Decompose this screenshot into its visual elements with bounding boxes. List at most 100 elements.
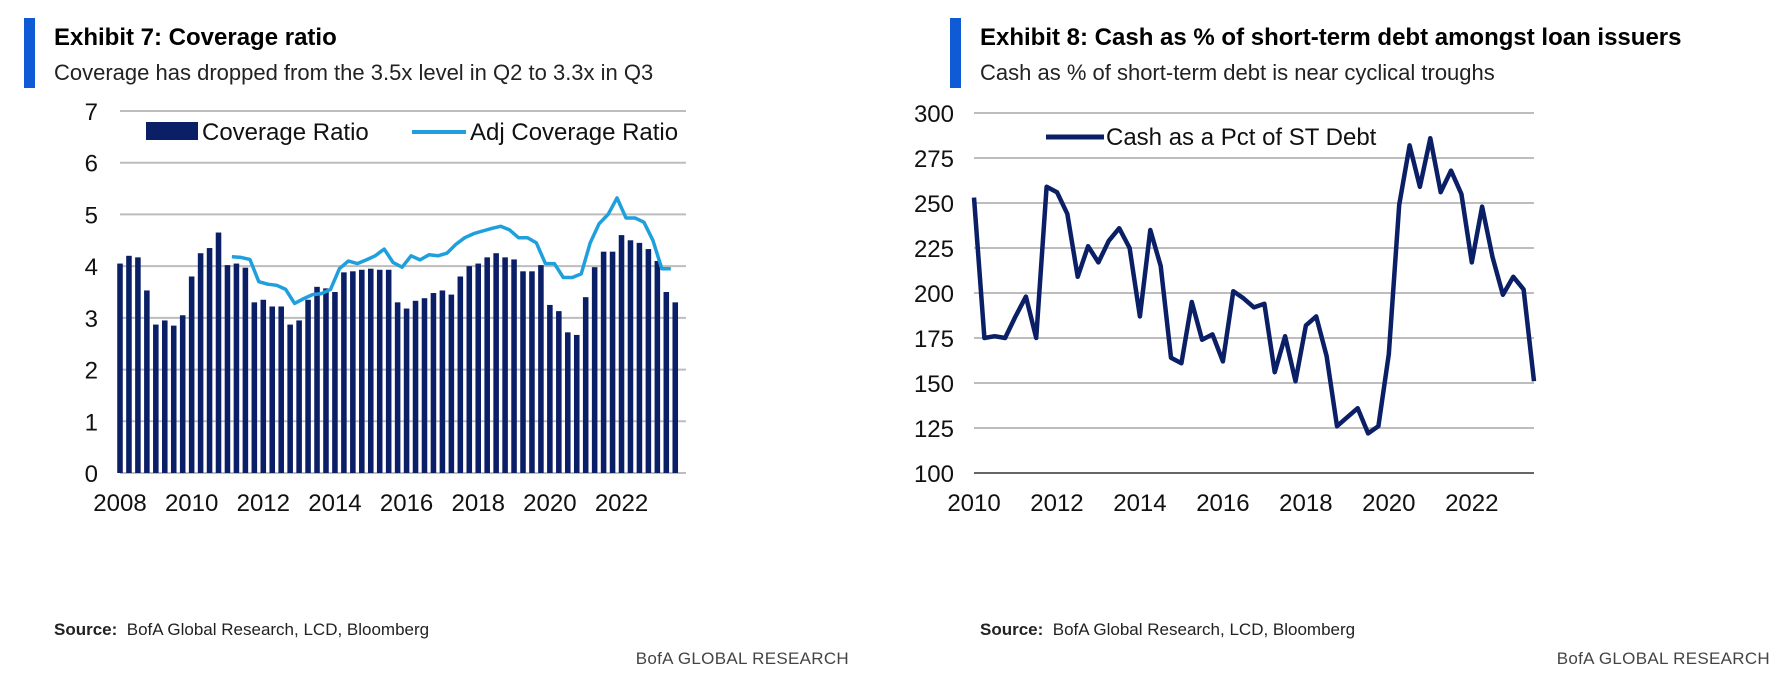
bar	[385, 269, 392, 473]
bar	[332, 292, 338, 473]
coverage-ratio-chart: 0 1 2 3 4 5 6 7 2008 2010 2012 2014 2016 2018 2020 2022…	[85, 99, 686, 517]
bar	[421, 298, 428, 473]
x-tick-label: 2008	[93, 490, 146, 517]
legend-swatch-bar	[146, 122, 198, 140]
bar	[582, 297, 589, 473]
bar	[251, 302, 258, 473]
y-tick-label: 125	[914, 416, 954, 443]
accent-bar	[24, 18, 35, 88]
bar	[233, 263, 240, 473]
bar	[242, 267, 249, 473]
x-tick-label: 2012	[1030, 490, 1083, 517]
y-tick-label: 250	[914, 191, 954, 218]
source-text: BofA Global Research, LCD, Bloomberg	[126, 620, 430, 639]
source-label: Source:	[54, 620, 118, 639]
source-note: Source: BofA Global Research, LCD, Bloom…	[980, 620, 1355, 640]
exhibit-subtitle: Cash as % of short-term debt is near cyc…	[980, 60, 1495, 85]
exhibit-8: Exhibit 8: Cash as % of short-term debt …	[914, 0, 1770, 680]
y-tick-label: 7	[85, 99, 98, 126]
bar	[529, 271, 535, 473]
bar	[645, 249, 652, 473]
bar	[636, 242, 643, 473]
bar	[618, 235, 625, 473]
bar	[475, 263, 482, 473]
y-tick-label: 150	[914, 371, 954, 398]
exhibit-title: Exhibit 8: Cash as % of short-term debt …	[980, 24, 1682, 51]
x-tick-label: 2016	[1196, 490, 1249, 517]
cash-pct-line	[971, 135, 1537, 436]
bar	[457, 276, 464, 473]
bar	[627, 240, 634, 473]
bar	[314, 286, 320, 473]
footer-brand: BofA GLOBAL RESEARCH	[1556, 649, 1770, 668]
y-tick-label: 3	[85, 306, 98, 333]
bar	[197, 253, 204, 473]
bar	[591, 267, 598, 473]
bar	[484, 257, 490, 473]
bar	[135, 257, 141, 473]
bar	[170, 325, 177, 473]
x-tick-label: 2012	[237, 490, 290, 517]
y-tick-label: 1	[85, 409, 98, 436]
exhibit-7: Exhibit 7: Coverage ratio Coverage has d…	[24, 0, 849, 680]
bar	[269, 306, 276, 473]
source-text: BofA Global Research, LCD, Bloomberg	[1052, 620, 1356, 639]
y-tick-label: 175	[914, 326, 954, 353]
bar	[323, 288, 329, 473]
x-tick-label: 2018	[452, 490, 505, 517]
bar	[430, 293, 437, 473]
bar	[287, 324, 293, 473]
x-tick-label: 2022	[1445, 490, 1498, 517]
y-tick-label: 100	[914, 461, 954, 488]
bar	[144, 290, 150, 473]
bar	[663, 292, 670, 473]
bar	[394, 302, 401, 473]
bar	[359, 269, 365, 473]
x-tick-label: 2014	[308, 490, 361, 517]
bar	[260, 299, 267, 473]
bar	[153, 324, 159, 473]
footer-brand: BofA GLOBAL RESEARCH	[635, 649, 849, 668]
bar	[538, 265, 544, 473]
bar	[403, 308, 410, 473]
bar	[556, 311, 562, 473]
bar	[654, 260, 661, 473]
bar	[672, 302, 679, 473]
x-tick-label: 2020	[523, 490, 576, 517]
bar	[493, 253, 499, 473]
y-tick-label: 6	[85, 151, 98, 178]
bar	[278, 306, 284, 473]
y-tick-label: 0	[85, 461, 98, 488]
bar	[412, 300, 419, 473]
bar	[609, 251, 616, 473]
y-tick-label: 2	[85, 358, 98, 385]
exhibit-title: Exhibit 7: Coverage ratio	[54, 24, 337, 51]
x-tick-label: 2010	[165, 490, 218, 517]
adj-coverage-line	[231, 196, 671, 306]
bar	[376, 269, 383, 473]
y-tick-label: 4	[85, 254, 98, 281]
y-tick-label: 225	[914, 236, 954, 263]
bar	[179, 315, 186, 473]
bar	[565, 332, 571, 473]
source-label: Source:	[980, 620, 1044, 639]
legend-label: Adj Coverage Ratio	[470, 119, 678, 146]
x-tick-label: 2010	[947, 490, 1000, 517]
x-tick-label: 2022	[595, 490, 648, 517]
bar	[367, 268, 374, 473]
x-tick-label: 2018	[1279, 490, 1332, 517]
legend-label: Cash as a Pct of ST Debt	[1106, 124, 1377, 151]
bar	[296, 320, 302, 473]
exhibit-subtitle: Coverage has dropped from the 3.5x level…	[54, 60, 654, 85]
bar	[126, 255, 132, 473]
legend-label: Coverage Ratio	[202, 119, 369, 146]
bar	[600, 251, 607, 473]
bar	[547, 304, 553, 473]
y-tick-label: 200	[914, 281, 954, 308]
x-tick-label: 2014	[1113, 490, 1166, 517]
cash-pct-st-debt-chart: 100 125 150 175 200 225 250 275 300 2010 2012 2014 2…	[914, 101, 1537, 517]
y-tick-label: 5	[85, 202, 98, 229]
bar	[511, 259, 517, 473]
bar	[162, 320, 168, 473]
bar	[573, 334, 580, 473]
